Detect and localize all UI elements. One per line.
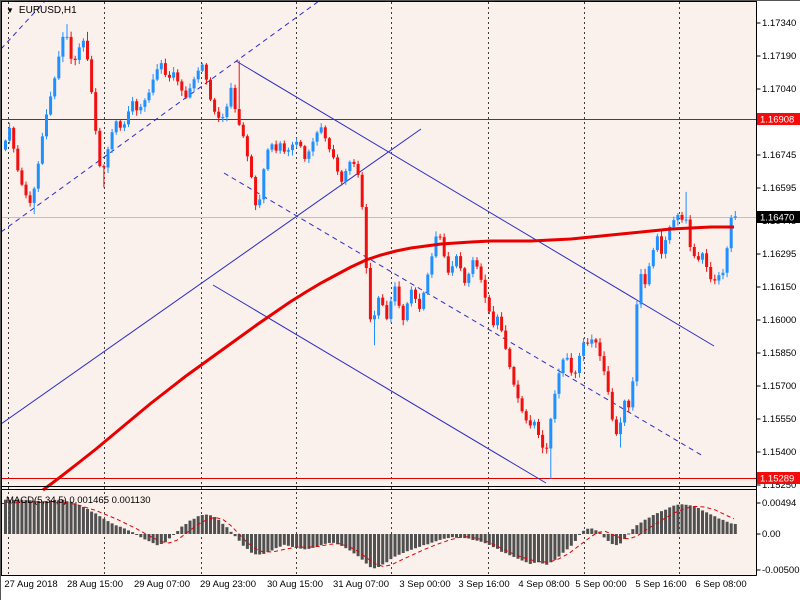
price-tick-label: 1.16595: [762, 183, 796, 194]
price-tick-label: 1.15550: [762, 414, 796, 425]
price-tick-label: 1.16000: [762, 315, 796, 326]
price-tick-label: 1.16295: [762, 249, 796, 260]
price-tick-label: 1.15700: [762, 381, 796, 392]
ascending-channel-lower: [1, 128, 422, 425]
macd-scale-label: 0.00: [762, 529, 781, 540]
pane-borders: [1, 1, 757, 576]
price-line-label: 1.16908: [760, 115, 794, 126]
time-tick-label: 30 Aug 15:00: [267, 579, 323, 590]
chevron-down-icon[interactable]: ▼: [6, 5, 14, 15]
macd-scale-label: 0.00494: [762, 498, 796, 509]
time-tick-label: 27 Aug 2018: [4, 579, 57, 590]
horizontal-lines[interactable]: [1, 119, 757, 479]
macd-signal-line: [1, 501, 735, 567]
price-line-label: 1.16470: [760, 213, 794, 224]
time-tick-label: 3 Sep 00:00: [399, 579, 450, 590]
time-tick-label: 29 Aug 07:00: [134, 579, 190, 590]
ascending-dashed-corner: [1, 1, 46, 50]
time-tick-label: 4 Sep 08:00: [518, 579, 569, 590]
descending-trendline: [235, 60, 715, 347]
price-tick-label: 1.17040: [762, 84, 796, 95]
price-tick-label: 1.17340: [762, 18, 796, 29]
price-line-label: 1.15289: [760, 474, 794, 485]
time-axis[interactable]: 27 Aug 2018 28 Aug 15:00 29 Aug 07:00 29 Au…: [4, 579, 746, 590]
price-tick-label: 1.15250: [762, 480, 796, 491]
time-tick-label: 28 Aug 15:00: [67, 579, 123, 590]
candles: [4, 24, 737, 479]
time-tick-label: 5 Sep 16:00: [635, 579, 686, 590]
time-tick-label: 6 Sep 08:00: [695, 579, 746, 590]
time-tick-label: 3 Sep 16:00: [458, 579, 509, 590]
moving-average-line[interactable]: [42, 225, 734, 492]
price-tick-label: 1.16150: [762, 282, 796, 293]
price-tick-label: 1.15400: [762, 447, 796, 458]
price-tick-label: 1.17190: [762, 51, 796, 62]
time-tick-label: 29 Aug 23:00: [200, 579, 256, 590]
time-tick-label: 31 Aug 07:00: [333, 579, 389, 590]
price-tick-label: 1.16745: [762, 150, 796, 161]
ascending-channel-upper: [1, 1, 320, 233]
macd-pane[interactable]: [1, 499, 737, 569]
price-axis[interactable]: 1.173401.171901.170401.168901.167451.165…: [756, 18, 800, 576]
price-tick-label: 1.15850: [762, 348, 796, 359]
time-tick-label: 5 Sep 00:00: [575, 579, 626, 590]
